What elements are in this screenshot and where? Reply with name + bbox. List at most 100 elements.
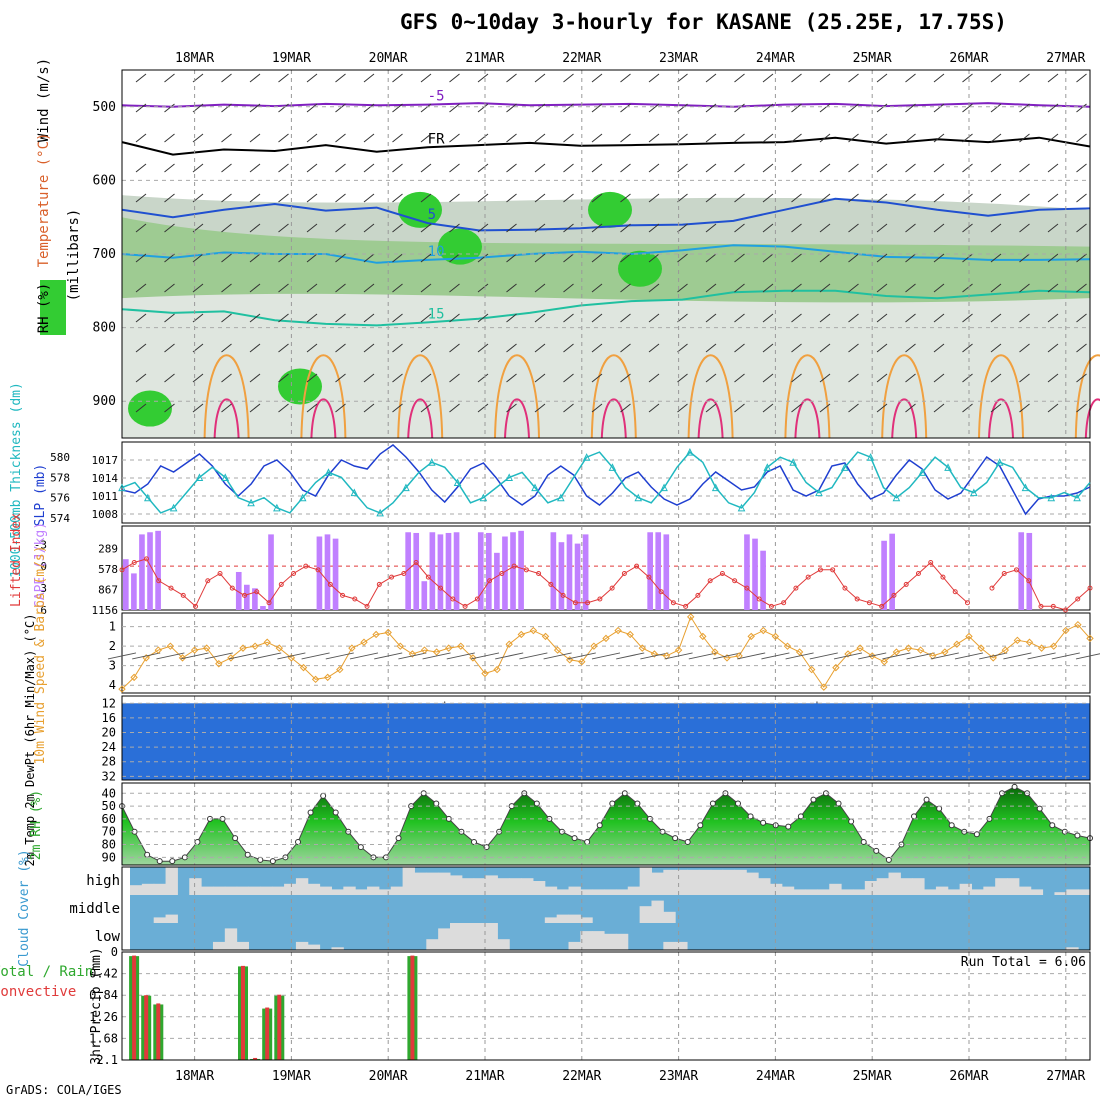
slp-tick-1014: 1014 (92, 472, 119, 485)
wind-barb (677, 343, 688, 353)
wind-barb (449, 373, 460, 383)
li-line (121, 558, 1091, 611)
li-point (278, 581, 284, 587)
wind-barb (677, 223, 688, 233)
cape-tick-578: 578 (98, 563, 118, 576)
li-point (168, 585, 174, 591)
cape-bar (260, 606, 266, 610)
upper-air-ylabel: (millibars) (66, 209, 82, 302)
thickness-point (686, 448, 694, 456)
rh-point (873, 847, 880, 854)
cape-bar (268, 534, 274, 610)
thickness-point (118, 483, 126, 492)
wind-barb (335, 163, 346, 173)
cloud-bar-middle (153, 917, 167, 923)
cloud-bar-high (1066, 889, 1079, 895)
rh-point (848, 818, 855, 825)
thickness-point (350, 488, 359, 497)
isotherm-25-arch (504, 398, 530, 439)
wind-barb (1019, 73, 1030, 83)
wind-barb (705, 313, 717, 323)
wind-point (372, 630, 380, 639)
wind-barb-10m (446, 652, 475, 660)
wind-barb (135, 73, 147, 83)
wind-barb (477, 163, 489, 173)
wind-barb (591, 103, 603, 113)
wind-point (916, 646, 925, 654)
li-tick-6: 6 (40, 604, 47, 617)
isotherm-25-arch (891, 398, 918, 439)
rh-shade-high (122, 217, 1090, 303)
li-point (781, 600, 787, 606)
cloud-bar-high (224, 886, 238, 895)
wind-point (795, 648, 804, 656)
wind-point (747, 632, 755, 641)
wind-barb (962, 133, 973, 143)
bottom-date-tick-27MAR: 27MAR (1046, 1069, 1085, 1084)
thickness-point (944, 463, 952, 471)
wind-barb (677, 283, 688, 293)
wind-barb (1076, 253, 1087, 263)
wind-barb-10m (156, 652, 185, 660)
cloud-bar-low (473, 923, 487, 950)
wind-barb (819, 163, 831, 173)
wind-barb (819, 253, 831, 263)
cloud-bar-high (390, 886, 404, 895)
wind-barb (905, 193, 916, 203)
wind-barb (392, 283, 403, 293)
cloud-bar-high (876, 878, 890, 895)
cloud-bar-low (438, 928, 451, 950)
cape-bar (445, 532, 452, 610)
slp-axis-label: SLP (mb) (33, 464, 48, 527)
cloud-bar-high (248, 886, 261, 895)
wind-barb (306, 193, 318, 203)
wind-barb (677, 163, 688, 173)
wind-barb (392, 373, 403, 383)
wind-barb (734, 253, 745, 263)
thickness-tick-576: 576 (50, 492, 70, 505)
wind-barb (848, 103, 859, 113)
cloud-bar-high (592, 889, 605, 895)
wind-barb (249, 373, 261, 383)
cloud-bar-high (343, 886, 356, 895)
wind-barb (534, 163, 546, 173)
wind-point (420, 646, 429, 654)
temp-tick-16: 16 (102, 711, 116, 725)
wind-barb (933, 223, 945, 233)
wind-barb (249, 103, 261, 113)
wind-point (941, 648, 949, 656)
wind-barb (791, 73, 802, 83)
wind-legend-label: Wind (m/s) (36, 58, 52, 142)
wind-barb (135, 373, 147, 383)
wind-barb (477, 283, 489, 293)
li-point (964, 600, 970, 606)
thickness-tick-580: 580 (50, 451, 70, 464)
wind-barb (1047, 103, 1059, 113)
rh-point (357, 844, 364, 851)
slp-tick-1017: 1017 (92, 454, 119, 467)
cloud-bar-high (272, 886, 285, 895)
wind-barb (933, 193, 945, 203)
wind-barb (449, 403, 460, 413)
cloud-bar-high (1018, 886, 1032, 895)
wind-barb (791, 133, 802, 143)
cloud-bar-high (568, 886, 581, 895)
thickness-point (247, 498, 255, 507)
thickness-point (918, 468, 927, 476)
wind-barb (876, 103, 888, 113)
cloud-bar-middle (568, 914, 581, 923)
li-point (683, 603, 689, 609)
wind-barb (363, 103, 375, 113)
wind-barb (705, 283, 717, 293)
wind-point (239, 644, 247, 652)
rh-point (973, 831, 980, 838)
wind-barb-10m (833, 652, 863, 660)
thickness-point (531, 483, 539, 492)
rh-point (596, 822, 603, 829)
wind-point (384, 628, 392, 637)
wind-barb-10m (1027, 652, 1056, 660)
wind-point (565, 656, 574, 664)
wind-barb (306, 163, 318, 173)
wind-barb (648, 313, 660, 323)
bottom-date-tick-18MAR: 18MAR (175, 1069, 214, 1084)
